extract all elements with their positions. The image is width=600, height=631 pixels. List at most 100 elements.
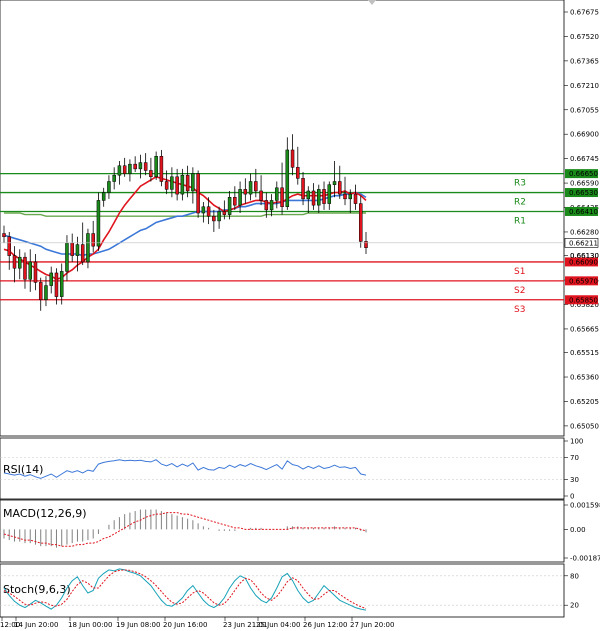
level-price-label: 0.66650 bbox=[569, 170, 598, 178]
price-tick-label: 0.65360 bbox=[570, 374, 599, 382]
candle-up bbox=[17, 256, 22, 269]
price-tick-label: 0.65515 bbox=[570, 349, 599, 357]
candle-up bbox=[170, 176, 174, 190]
candle-up bbox=[65, 242, 69, 272]
candle-up bbox=[86, 233, 90, 263]
rsi-line bbox=[3, 459, 367, 479]
price-tick-label: 0.65205 bbox=[570, 398, 599, 406]
time-tick-label: 12:00 bbox=[0, 621, 20, 629]
candle-down bbox=[196, 173, 200, 214]
candle-up bbox=[269, 200, 274, 211]
candle-up bbox=[44, 285, 48, 301]
macd-panel-frame bbox=[0, 499, 565, 563]
stoch-k-line bbox=[3, 568, 367, 611]
rsi-axis: 100 70 30 0 bbox=[564, 438, 583, 501]
candle-down bbox=[122, 165, 127, 174]
rsi-tick-label: 30 bbox=[570, 476, 579, 484]
candle-down bbox=[243, 189, 248, 195]
candle-up bbox=[306, 190, 311, 200]
current-price-label: 0.66211 bbox=[569, 239, 598, 247]
moving-averages bbox=[3, 175, 367, 281]
candle-down bbox=[280, 187, 284, 207]
level-name-r2: R2 bbox=[514, 198, 526, 208]
candle-down bbox=[222, 211, 227, 215]
candle-down bbox=[175, 176, 179, 195]
macd-tick-label: 0.00 bbox=[570, 526, 586, 534]
level-name-s1: S1 bbox=[514, 267, 525, 277]
time-tick-label: 20 Jun 16:00 bbox=[163, 621, 207, 629]
level-price-label: 0.66410 bbox=[569, 208, 598, 216]
macd-tick-label: 0.001598 bbox=[570, 502, 600, 510]
candle-up bbox=[138, 162, 143, 170]
candle-up bbox=[191, 173, 195, 192]
candle-down bbox=[164, 181, 169, 190]
candle-up bbox=[248, 181, 253, 195]
candle-up bbox=[112, 174, 116, 182]
candle-down bbox=[80, 244, 85, 263]
stoch-plot bbox=[0, 568, 564, 611]
price-tick-label: 0.66590 bbox=[570, 180, 599, 188]
candle-down bbox=[23, 256, 27, 280]
candle-down bbox=[254, 181, 258, 192]
price-overlap-label: 0.66130 bbox=[570, 252, 599, 260]
level-price-box bbox=[565, 257, 598, 267]
candle-up bbox=[332, 181, 337, 185]
candle-up bbox=[285, 149, 290, 207]
candlesticks bbox=[2, 134, 368, 311]
current-price-box bbox=[564, 238, 599, 248]
price-tick-label: 0.66130 bbox=[570, 252, 599, 260]
candle-down bbox=[322, 189, 326, 204]
candle-down bbox=[133, 163, 137, 170]
level-name-s3: S3 bbox=[514, 305, 525, 315]
candle-down bbox=[264, 200, 269, 211]
price-panel: R3 R2 R1 S1 S2 S3 bbox=[0, 0, 565, 437]
candle-down bbox=[359, 203, 363, 242]
scroll-marker-icon[interactable] bbox=[368, 0, 376, 5]
price-tick-label: 0.67210 bbox=[570, 82, 599, 90]
candle-down bbox=[259, 190, 263, 201]
level-price-box bbox=[565, 295, 598, 305]
candle-down bbox=[364, 241, 368, 248]
candle-down bbox=[54, 272, 59, 297]
price-tick-label: 0.66280 bbox=[570, 228, 599, 236]
candle-up bbox=[101, 192, 106, 201]
candle-up bbox=[201, 206, 206, 214]
candle-down bbox=[338, 181, 342, 195]
candle-up bbox=[107, 181, 111, 193]
candle-up bbox=[180, 174, 185, 195]
candle-up bbox=[128, 163, 132, 174]
candle-down bbox=[290, 149, 295, 168]
candle-down bbox=[12, 255, 17, 269]
time-tick-label: 25 Jun 04:00 bbox=[256, 621, 300, 629]
candle-down bbox=[206, 206, 211, 217]
candle-up bbox=[238, 189, 242, 206]
candle-down bbox=[296, 167, 300, 179]
level-price-box bbox=[565, 206, 598, 216]
candle-up bbox=[59, 271, 64, 297]
level-price-box bbox=[565, 169, 598, 179]
candle-down bbox=[159, 156, 164, 182]
candle-down bbox=[7, 236, 11, 256]
time-tick-label: 19 Jun 08:00 bbox=[116, 621, 160, 629]
candle-up bbox=[327, 184, 332, 204]
candle-down bbox=[143, 162, 148, 171]
level-price-label: 0.65970 bbox=[569, 277, 598, 285]
candle-down bbox=[149, 170, 153, 178]
candle-up bbox=[49, 272, 53, 286]
candle-down bbox=[353, 193, 358, 204]
candle-down bbox=[233, 197, 237, 206]
rsi-tick-label: 100 bbox=[570, 438, 583, 446]
stoch-panel: Stoch(9,6,3) bbox=[0, 563, 565, 618]
price-tick-label: 0.67675 bbox=[570, 9, 599, 17]
price-tick-label: 0.67365 bbox=[570, 57, 599, 65]
price-tick-label: 0.67520 bbox=[570, 33, 599, 41]
stoch-title: Stoch(9,6,3) bbox=[3, 583, 71, 596]
candle-up bbox=[28, 261, 32, 280]
candle-down bbox=[91, 233, 95, 247]
stoch-panel-frame bbox=[0, 563, 565, 618]
macd-panel: MACD(12,26,9) bbox=[0, 499, 565, 563]
level-name-r1: R1 bbox=[514, 216, 526, 226]
candle-down bbox=[33, 261, 38, 283]
rsi-tick-label: 70 bbox=[570, 454, 579, 462]
rsi-plot bbox=[0, 457, 564, 480]
